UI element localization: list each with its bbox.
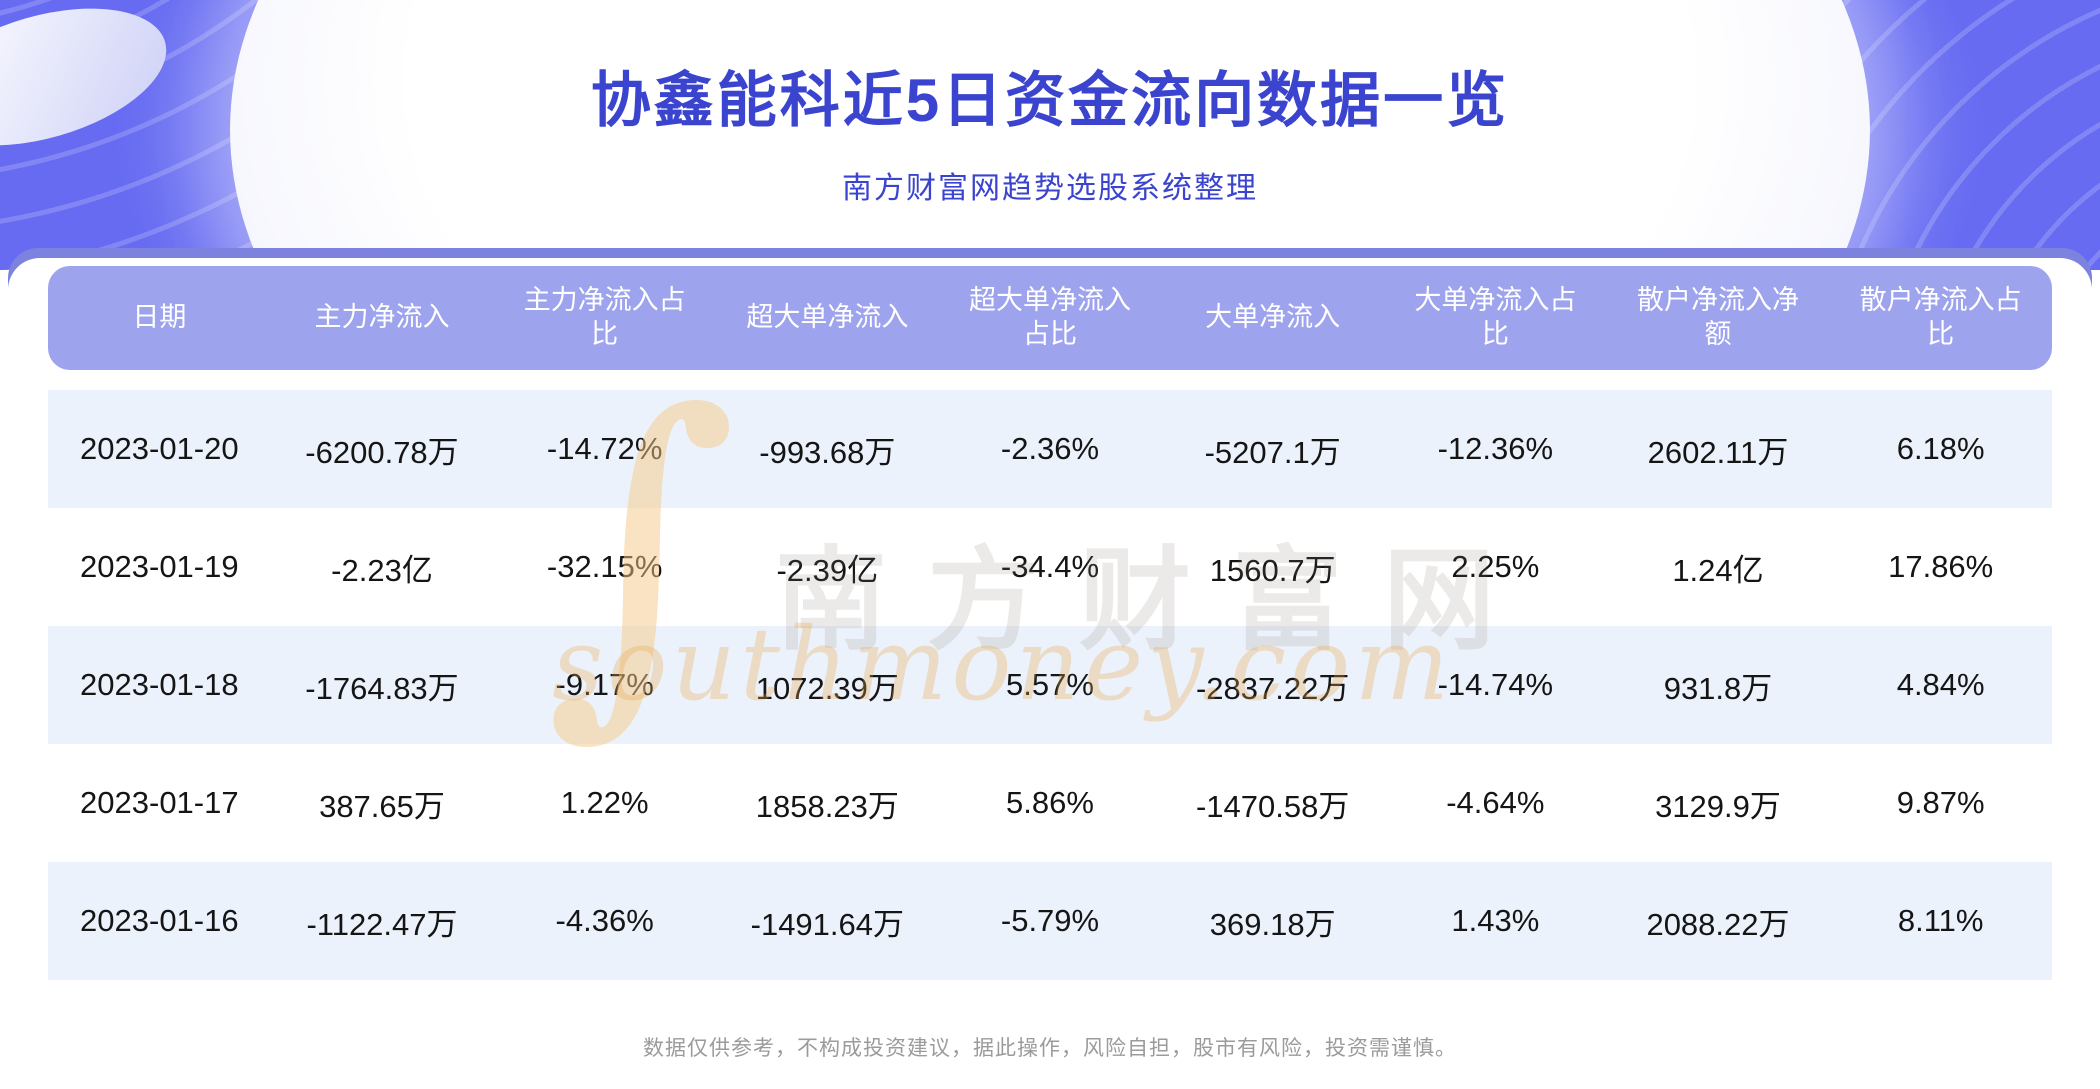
table-cell: -4.64%	[1446, 785, 1545, 820]
column-header: 超大单净流入	[746, 302, 909, 333]
page-title: 协鑫能科近5日资金流向数据一览	[590, 67, 1510, 134]
table-cell: 17.86%	[1888, 549, 1994, 584]
table-cell: -34.4%	[1000, 549, 1100, 584]
table-cell: 931.8万	[1663, 670, 1773, 706]
table-cell: -2.36%	[1000, 431, 1100, 466]
column-header: 日期	[132, 302, 187, 333]
column-header: 主力净流入占 比	[523, 285, 686, 349]
decor-ellipse-main	[230, 0, 1870, 270]
table-cell: -5.79%	[1000, 903, 1100, 938]
table-cell: 1.24亿	[1672, 552, 1764, 588]
table-cell: -9.17%	[555, 667, 654, 702]
table-cell: -5207.1万	[1204, 434, 1341, 470]
table-row: 2023-01-19 -2.23亿 -32.15% -2.39亿 -34.4% 1560.…	[48, 508, 2052, 626]
table-cell: 2023-01-18	[80, 667, 239, 702]
table-cell: 1560.7万	[1209, 552, 1336, 588]
column-header: 大单净流入	[1205, 302, 1341, 333]
table-cell: -1764.83万	[305, 670, 459, 706]
table-row: 2023-01-18 -1764.83万 -9.17% 1072.39万 5.57% -2…	[48, 626, 2052, 744]
table-cell: 1.22%	[560, 785, 649, 820]
table-cell: 369.18万	[1209, 906, 1336, 942]
table-body: 2023-01-20 -6200.78万 -14.72% -993.68万 -2.36%…	[48, 390, 2052, 980]
page-subtitle: 南方财富网趋势选股系统整理	[842, 172, 1258, 205]
table-cell: -14.74%	[1437, 667, 1554, 702]
table-row: 2023-01-17 387.65万 1.22% 1858.23万 5.86% -1470…	[48, 744, 2052, 862]
table-cell: -2837.22万	[1195, 670, 1350, 706]
table-cell: 2088.22万	[1646, 906, 1790, 942]
table-cell: 1.43%	[1451, 903, 1540, 938]
table-cell: -2.23亿	[331, 552, 433, 588]
table-cell: -4.36%	[555, 903, 654, 938]
column-header: 大单净流入占 比	[1414, 285, 1577, 349]
table-cell: 9.87%	[1896, 785, 1985, 820]
table-cell: 2023-01-20	[80, 431, 239, 466]
table-cell: 2602.11万	[1647, 434, 1789, 470]
table-row: 2023-01-16 -1122.47万 -4.36% -1491.64万 -5.79%…	[48, 862, 2052, 980]
table-cell: -1122.47万	[306, 906, 458, 942]
table-cell: 2023-01-17	[80, 785, 239, 820]
column-header: 主力净流入	[314, 302, 450, 333]
table-cell: 1072.39万	[755, 670, 899, 706]
table-row: 2023-01-20 -6200.78万 -14.72% -993.68万 -2.36%…	[48, 390, 2052, 508]
column-header: 散户净流入净 额	[1636, 285, 1799, 349]
table-cell: 8.11%	[1897, 903, 1984, 938]
column-header: 散户净流入占 比	[1859, 285, 2022, 349]
table-cell: -32.15%	[546, 549, 663, 584]
table-header-row: 日期 主力净流入 主力净流入占 比 超大单净流入 超大单净流入 占比 大单净流入 大单净流入…	[48, 266, 2052, 370]
table-cell: 3129.9万	[1655, 788, 1781, 824]
table-cell: -12.36%	[1437, 431, 1554, 466]
table-cell: 387.65万	[319, 788, 445, 824]
table-cell: -1491.64万	[750, 906, 905, 942]
table-cell: -6200.78万	[305, 434, 459, 470]
table-cell: -1470.58万	[1195, 788, 1350, 824]
table-cell: 2023-01-19	[80, 549, 239, 584]
data-table-card: 日期 主力净流入 主力净流入占 比 超大单净流入 超大单净流入 占比 大单净流入 大单净流入…	[8, 258, 2092, 992]
table-cell: 4.84%	[1896, 667, 1985, 702]
table-cell: 2.25%	[1451, 549, 1540, 584]
disclaimer-text: 数据仅供参考，不构成投资建议，据此操作，风险自担，股市有风险，投资需谨慎。	[643, 1037, 1457, 1060]
table-cell: 5.86%	[1006, 785, 1094, 820]
table-cell: 2023-01-16	[80, 903, 239, 938]
hero-banner: 协鑫能科近5日资金流向数据一览 南方财富网趋势选股系统整理	[0, 0, 2100, 270]
table-cell: 6.18%	[1896, 431, 1985, 466]
table-cell: -993.68万	[759, 434, 896, 470]
table-cell: 5.57%	[1006, 667, 1094, 702]
table-cell: -14.72%	[546, 431, 663, 466]
table-cell: 1858.23万	[755, 788, 899, 824]
column-header: 超大单净流入 占比	[968, 285, 1131, 349]
table-cell: -2.39亿	[776, 552, 879, 588]
